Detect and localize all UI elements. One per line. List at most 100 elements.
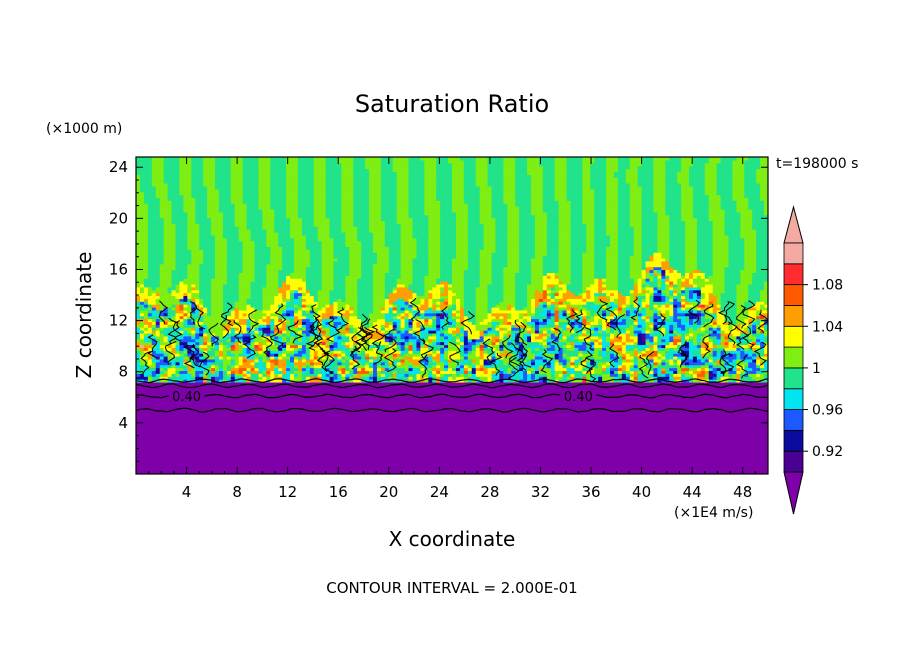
heatmap-cell [139, 353, 145, 357]
heatmap-cell [704, 315, 710, 320]
heatmap-cell [349, 306, 354, 311]
heatmap-cell [416, 356, 421, 360]
heatmap-cell [665, 304, 670, 308]
heatmap-cell [380, 376, 386, 380]
heatmap-cell [665, 341, 670, 346]
heatmap-cell [538, 324, 544, 328]
heatmap-cell [633, 367, 639, 372]
heatmap-cell [444, 309, 449, 314]
heatmap-cell [420, 364, 425, 369]
heatmap-cell [440, 353, 445, 357]
heatmap-cell [491, 327, 497, 331]
heatmap-cell [313, 330, 319, 334]
heatmap-cell [274, 364, 279, 369]
heatmap-cell [321, 332, 327, 337]
heatmap-cell [523, 350, 528, 354]
heatmap-cell [357, 356, 362, 360]
heatmap-cell [159, 298, 165, 302]
heatmap-cell [653, 376, 658, 380]
heatmap-cell [586, 361, 591, 366]
heatmap-cell [218, 376, 224, 380]
heatmap-cell [463, 335, 469, 340]
heatmap-cell [353, 301, 358, 305]
heatmap-cell [376, 379, 382, 383]
heatmap-cell [143, 321, 149, 325]
heatmap-cell [230, 309, 236, 314]
heatmap-cell [681, 324, 686, 328]
heatmap-cell [602, 370, 607, 374]
heatmap-cell [345, 353, 350, 357]
heatmap-cell [254, 324, 260, 328]
heatmap-cell [515, 309, 520, 314]
heatmap-cell [412, 335, 418, 340]
heatmap-cell [570, 376, 576, 380]
heatmap-cell [645, 367, 651, 372]
heatmap-cell [641, 309, 647, 314]
heatmap-cell [503, 358, 508, 363]
heatmap-cell [736, 309, 741, 314]
heatmap-cell [637, 306, 643, 311]
heatmap-cell [598, 344, 603, 348]
heatmap-cell [708, 301, 714, 305]
heatmap-cell [384, 356, 390, 360]
heatmap-cell [187, 367, 192, 372]
heatmap-cell [301, 353, 307, 357]
heatmap-cell [286, 367, 291, 372]
heatmap-cell [625, 327, 631, 331]
heatmap-cell [732, 370, 737, 374]
heatmap-cell [428, 376, 433, 380]
heatmap-cell [329, 335, 335, 340]
heatmap-cell [542, 367, 548, 372]
heatmap-cell [191, 289, 196, 294]
heatmap-cell [396, 353, 402, 357]
heatmap-cell [222, 373, 228, 377]
heatmap-cell [384, 324, 390, 328]
heatmap-cell [665, 367, 670, 372]
heatmap-cell [246, 324, 252, 328]
heatmap-cell [440, 292, 445, 297]
heatmap-cell [499, 358, 504, 363]
heatmap-cell [720, 327, 726, 331]
heatmap-cell [384, 321, 390, 325]
heatmap-cell [203, 361, 208, 366]
heatmap-cell [341, 304, 346, 308]
heatmap-cell [610, 350, 615, 354]
heatmap-cell [649, 373, 655, 377]
heatmap-cell [452, 332, 457, 337]
heatmap-cell [369, 324, 374, 328]
heatmap-cell [297, 304, 303, 308]
heatmap-cell [143, 332, 149, 337]
heatmap-cell [744, 350, 749, 354]
heatmap-cell [416, 373, 421, 377]
heatmap-cell [511, 367, 516, 372]
heatmap-cell [578, 304, 583, 308]
heatmap-cell [479, 321, 485, 325]
heatmap-cell [337, 330, 342, 334]
heatmap-cell [282, 379, 287, 383]
heatmap-cell [677, 301, 682, 305]
heatmap-cell [151, 353, 157, 357]
heatmap-cell [582, 347, 587, 351]
heatmap-cell [483, 306, 489, 311]
heatmap-cell [720, 332, 726, 337]
heatmap-cell [297, 330, 303, 334]
heatmap-cell [503, 347, 508, 351]
heatmap-cell [361, 306, 366, 311]
heatmap-cell [238, 318, 244, 322]
heatmap-cell [325, 318, 331, 322]
heatmap-cell [191, 312, 196, 317]
heatmap-cell [542, 376, 548, 380]
heatmap-cell [669, 332, 674, 337]
heatmap-cell [388, 298, 394, 302]
heatmap-cell [369, 312, 374, 317]
heatmap-cell [527, 324, 532, 328]
heatmap-cell [550, 332, 556, 337]
heatmap-cell [349, 341, 354, 346]
heatmap-cell [155, 298, 161, 302]
heatmap-cell [704, 324, 710, 328]
heatmap-cell [629, 353, 635, 357]
heatmap-cell [495, 304, 500, 308]
heatmap-cell [736, 330, 741, 334]
heatmap-cell [669, 304, 674, 308]
heatmap-cell [582, 318, 587, 322]
